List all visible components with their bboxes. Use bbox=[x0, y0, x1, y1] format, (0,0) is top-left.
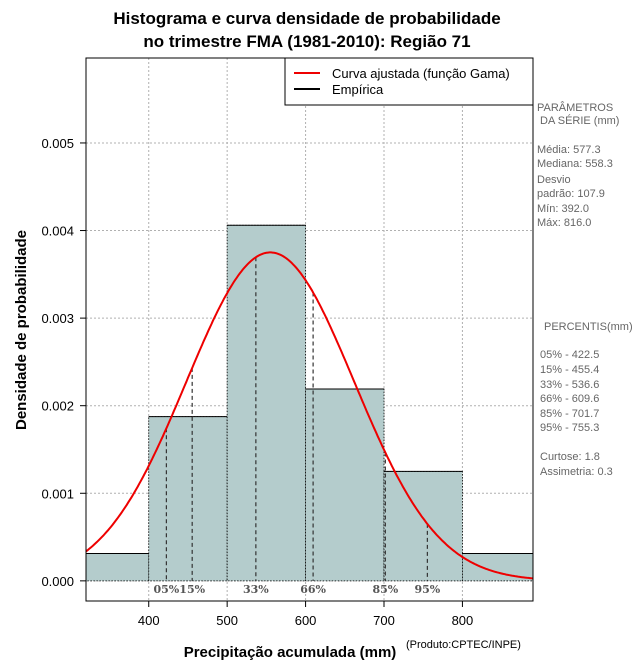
param-line: Desvio bbox=[537, 174, 571, 186]
x-axis: 400 500 600 700 800 bbox=[138, 601, 473, 628]
y-tick-label: 0.003 bbox=[41, 311, 74, 326]
histogram-bar bbox=[226, 224, 306, 582]
x-axis-title: Precipitação acumulada (mm) bbox=[184, 644, 397, 660]
y-tick-label: 0.005 bbox=[41, 136, 74, 151]
percentile-label: 15% bbox=[179, 583, 205, 596]
param-line: Mediana: 558.3 bbox=[537, 158, 613, 170]
percentil-line: 95% - 755.3 bbox=[540, 422, 599, 434]
param-line: padrão: 107.9 bbox=[537, 188, 605, 200]
percentile-labels: 05% 15% 33% 66% 85% 95% bbox=[153, 583, 440, 596]
y-axis-title: Densidade de probabilidade bbox=[13, 230, 30, 430]
percentil-line: 05% - 422.5 bbox=[540, 349, 599, 361]
percentile-label: 05% bbox=[153, 583, 179, 596]
chart-title-line-2: no trimestre FMA (1981-2010): Região 71 bbox=[143, 32, 470, 51]
histogram-bar bbox=[383, 470, 463, 582]
x-tick-label: 400 bbox=[138, 613, 160, 628]
percentil-line: 66% - 609.6 bbox=[540, 393, 599, 405]
percentiles-panel: PERCENTIS(mm) 05% - 422.5 15% - 455.4 33… bbox=[540, 321, 633, 478]
percentile-label: 85% bbox=[372, 583, 398, 596]
legend-curve-label: Curva ajustada (função Gama) bbox=[332, 66, 510, 81]
param-line: Mín: 392.0 bbox=[537, 203, 589, 215]
x-tick-label: 500 bbox=[216, 613, 238, 628]
histogram-bar bbox=[148, 416, 228, 582]
percentile-label: 95% bbox=[414, 583, 440, 596]
histogram-bars bbox=[85, 224, 534, 582]
legend: Curva ajustada (função Gama) Empírica bbox=[284, 57, 534, 106]
y-tick-label: 0.002 bbox=[41, 399, 74, 414]
percentil-line: 33% - 536.6 bbox=[540, 379, 599, 391]
y-tick-label: 0.004 bbox=[41, 224, 74, 239]
product-credit: (Produto:CPTEC/INPE) bbox=[406, 639, 521, 651]
percentile-lines bbox=[165, 257, 428, 581]
skewness-line: Assimetria: 0.3 bbox=[540, 466, 613, 478]
y-tick-label: 0.000 bbox=[41, 574, 74, 589]
histogram-bar bbox=[85, 553, 150, 582]
x-tick-label: 600 bbox=[295, 613, 317, 628]
histogram-bar bbox=[305, 388, 385, 582]
percentile-label: 66% bbox=[300, 583, 326, 596]
percentil-line: 15% - 455.4 bbox=[540, 364, 599, 376]
x-tick-label: 700 bbox=[373, 613, 395, 628]
y-tick-label: 0.001 bbox=[41, 486, 74, 501]
legend-empirical-label: Empírica bbox=[332, 82, 384, 97]
percentil-line: 85% - 701.7 bbox=[540, 408, 599, 420]
kurtosis-line: Curtose: 1.8 bbox=[540, 451, 600, 463]
params-title-2: DA SÉRIE (mm) bbox=[540, 114, 619, 127]
legend-box bbox=[284, 57, 534, 106]
params-title-1: PARÂMETROS bbox=[537, 101, 613, 114]
series-parameters-panel: PARÂMETROS DA SÉRIE (mm) Média: 577.3 Me… bbox=[537, 101, 619, 229]
param-line: Máx: 816.0 bbox=[537, 217, 591, 229]
chart-title-line-1: Histograma e curva densidade de probabil… bbox=[113, 9, 500, 28]
percentis-title: PERCENTIS(mm) bbox=[544, 321, 633, 333]
x-tick-label: 800 bbox=[452, 613, 474, 628]
param-line: Média: 577.3 bbox=[537, 144, 601, 156]
fitted-gamma-curve bbox=[85, 251, 534, 580]
percentile-label: 33% bbox=[243, 583, 269, 596]
y-axis: 0.000 0.001 0.002 0.003 0.004 0.005 bbox=[41, 136, 86, 589]
